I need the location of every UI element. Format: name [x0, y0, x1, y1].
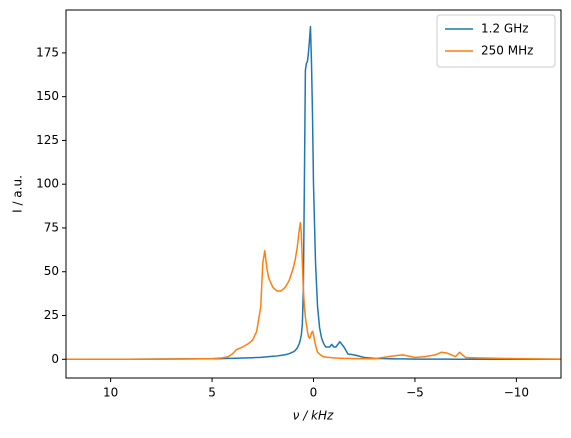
x-tick-label: 0 [310, 386, 318, 400]
y-axis-label: I / a.u. [11, 175, 25, 213]
legend-label: 250 MHz [481, 44, 533, 58]
legend-box [436, 14, 556, 68]
y-tick-label: 175 [36, 45, 59, 59]
y-tick-label: 25 [44, 308, 59, 322]
series-line [66, 25, 561, 361]
x-tick-label: 10 [103, 386, 118, 400]
x-tick-label: −5 [406, 386, 424, 400]
x-axis-label: ν / kHz [293, 409, 334, 423]
plot-frame [65, 9, 562, 379]
x-tick-label: 5 [208, 386, 216, 400]
y-tick-label: 125 [36, 133, 59, 147]
y-tick-label: 50 [44, 264, 59, 278]
x-tick-label: −10 [504, 386, 529, 400]
series-line [66, 221, 561, 361]
y-tick-label: 100 [36, 177, 59, 191]
y-tick-label: 150 [36, 89, 59, 103]
legend-label: 1.2 GHz [481, 22, 529, 36]
y-tick-label: 0 [51, 352, 59, 366]
y-tick-label: 75 [44, 220, 59, 234]
